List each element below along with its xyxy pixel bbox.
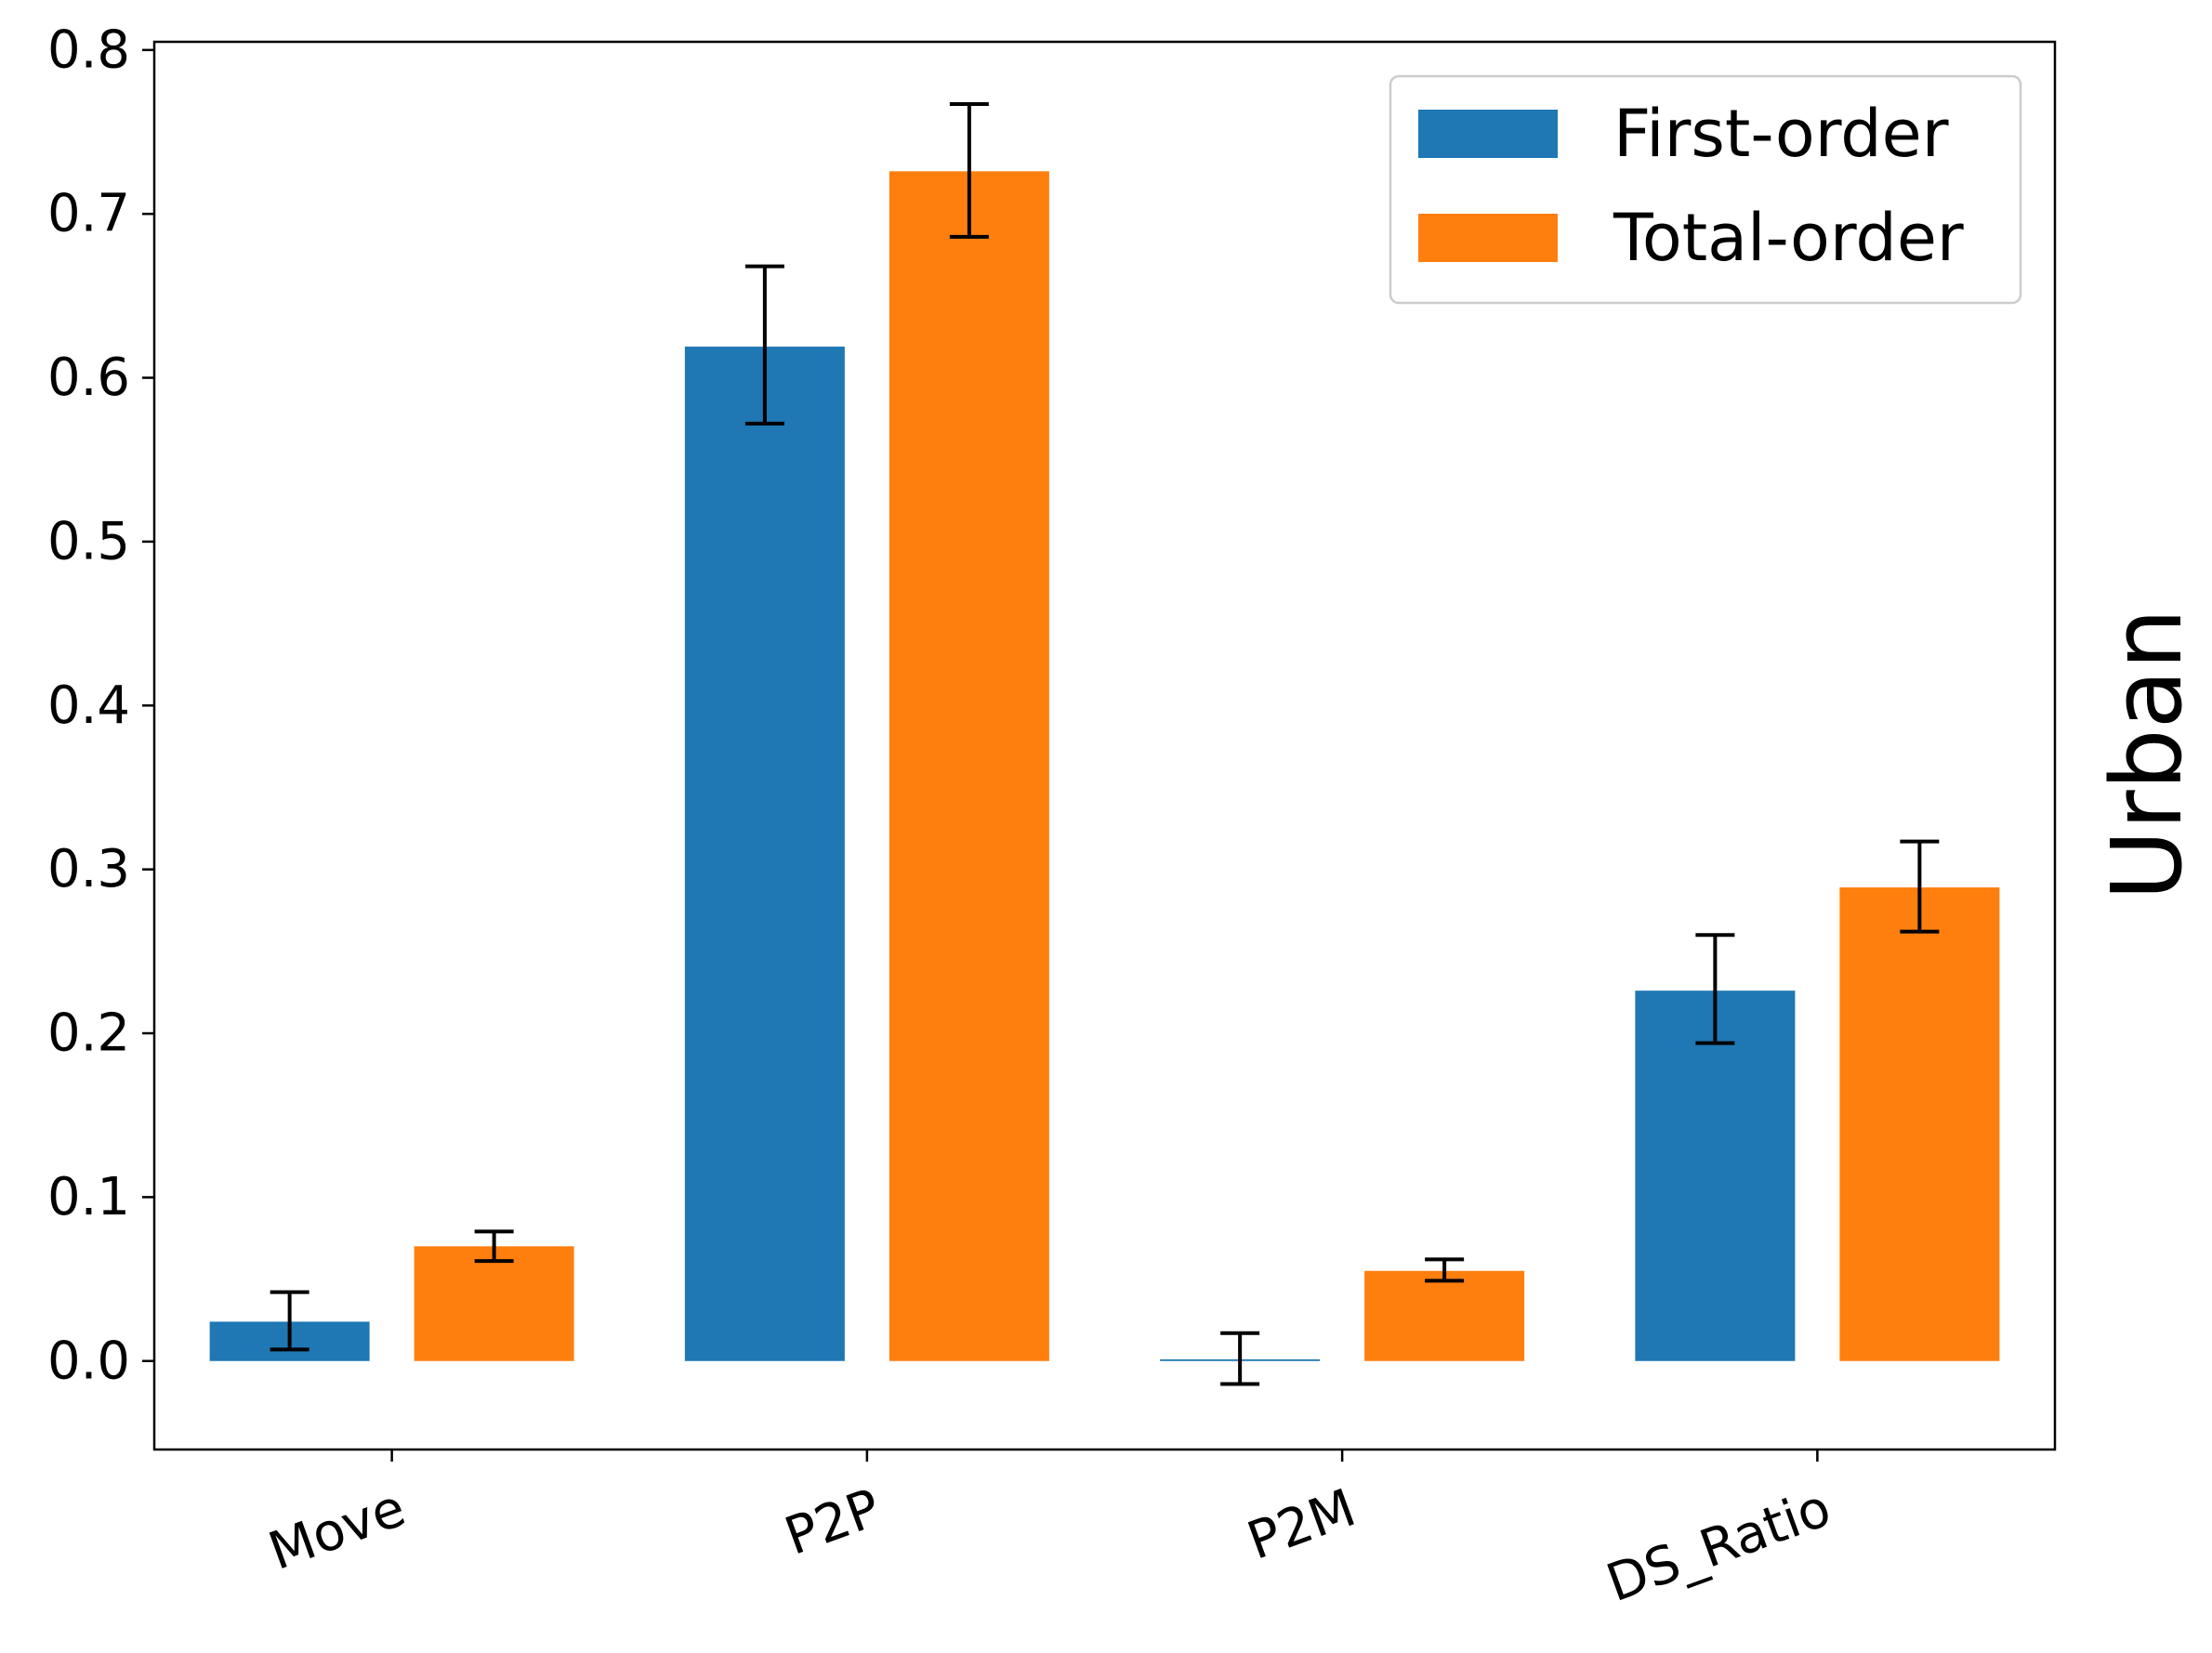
bar-total-order-move	[414, 1246, 574, 1361]
legend-label: Total-order	[1613, 200, 1964, 276]
y-tick-label: 0.7	[47, 184, 130, 244]
plot-frame	[152, 40, 2057, 1451]
right-axis-label: Urban	[2090, 609, 2204, 901]
bars-layer	[209, 171, 2000, 1361]
y-tick-label: 0.2	[47, 1004, 130, 1064]
y-tick-label: 0.6	[47, 348, 130, 408]
y-tick-label: 0.4	[47, 676, 130, 736]
error-bars-layer	[270, 102, 1940, 1386]
y-tick-label: 0.3	[47, 839, 130, 899]
y-axis: 0.0 0.1 0.2 0.3 0.4 0.5 0.6 0.7 0.8	[47, 20, 154, 1391]
bar-total-order-p2m	[1364, 1270, 1525, 1361]
legend-label: First-order	[1613, 96, 1949, 172]
y-tick-label: 0.8	[47, 20, 130, 80]
y-tick-label: 0.1	[47, 1167, 130, 1227]
bar-total-order-p2p	[889, 171, 1049, 1361]
bar-first-order-p2p	[684, 347, 845, 1361]
bar-first-order-ds_ratio	[1635, 990, 1796, 1361]
y-tick-label: 0.5	[47, 511, 130, 571]
legend: First-order Total-order	[1389, 74, 2022, 305]
y-tick-label: 0.0	[47, 1331, 130, 1391]
legend-swatch	[1418, 110, 1558, 158]
legend-swatch	[1418, 214, 1558, 262]
bar-total-order-ds_ratio	[1839, 887, 2000, 1361]
